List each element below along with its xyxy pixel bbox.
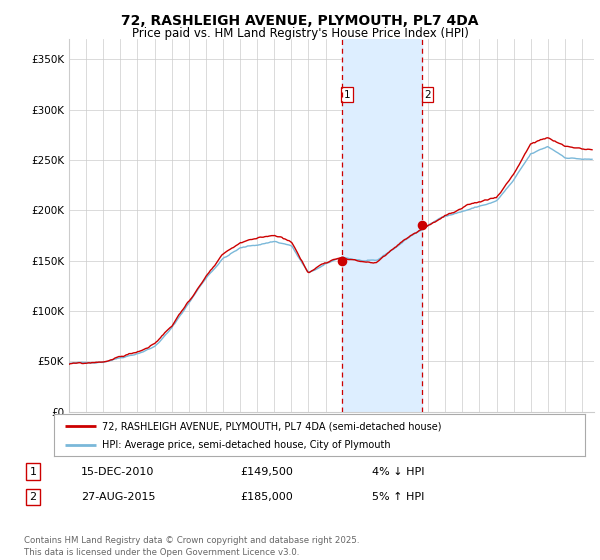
- Text: 27-AUG-2015: 27-AUG-2015: [81, 492, 155, 502]
- Text: £149,500: £149,500: [240, 466, 293, 477]
- Text: Contains HM Land Registry data © Crown copyright and database right 2025.
This d: Contains HM Land Registry data © Crown c…: [24, 536, 359, 557]
- Text: 5% ↑ HPI: 5% ↑ HPI: [372, 492, 424, 502]
- Text: Price paid vs. HM Land Registry's House Price Index (HPI): Price paid vs. HM Land Registry's House …: [131, 27, 469, 40]
- Text: £185,000: £185,000: [240, 492, 293, 502]
- Point: [337, 256, 347, 265]
- Text: 4% ↓ HPI: 4% ↓ HPI: [372, 466, 425, 477]
- Point: [417, 221, 427, 230]
- Text: 1: 1: [29, 466, 37, 477]
- Text: 1: 1: [344, 90, 350, 100]
- Bar: [342, 39, 422, 412]
- Text: 2: 2: [424, 90, 431, 100]
- Text: 15-DEC-2010: 15-DEC-2010: [81, 466, 154, 477]
- Text: HPI: Average price, semi-detached house, City of Plymouth: HPI: Average price, semi-detached house,…: [102, 440, 391, 450]
- Text: 72, RASHLEIGH AVENUE, PLYMOUTH, PL7 4DA: 72, RASHLEIGH AVENUE, PLYMOUTH, PL7 4DA: [121, 14, 479, 28]
- Text: 72, RASHLEIGH AVENUE, PLYMOUTH, PL7 4DA (semi-detached house): 72, RASHLEIGH AVENUE, PLYMOUTH, PL7 4DA …: [102, 421, 441, 431]
- Text: 2: 2: [29, 492, 37, 502]
